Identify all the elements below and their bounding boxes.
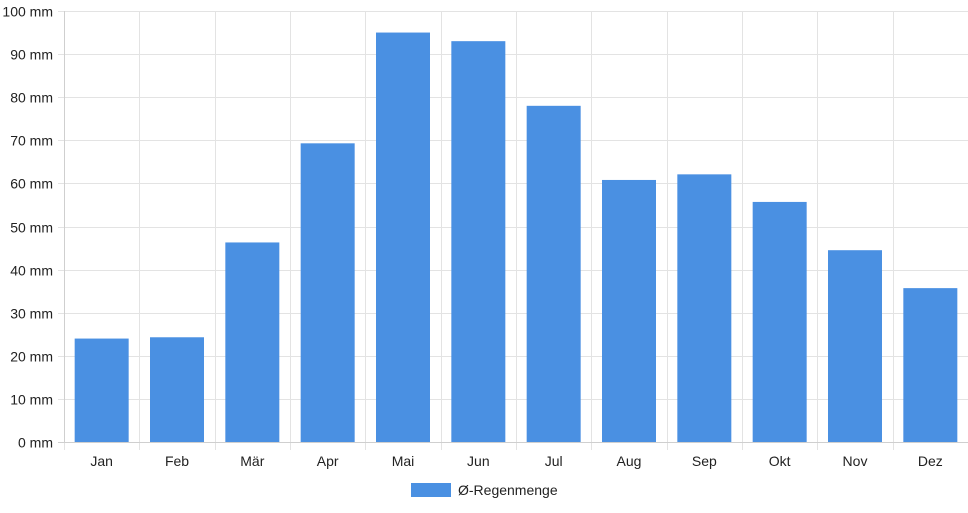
bar[interactable]: [526, 105, 581, 442]
y-tick-label: 100 mm: [2, 4, 53, 20]
x-axis-tick-labels: Jan Feb Mär Apr Mai Jun Jul Aug Sep Okt Nov Dez: [90, 453, 942, 469]
legend[interactable]: Ø-Regenmenge: [411, 482, 558, 498]
y-tick-label: 80 mm: [10, 90, 53, 106]
bar[interactable]: [903, 288, 958, 442]
legend-label[interactable]: Ø-Regenmenge: [458, 482, 558, 498]
y-tick-label: 90 mm: [10, 47, 53, 63]
bar[interactable]: [752, 201, 807, 442]
x-tick-label: Apr: [317, 453, 339, 469]
y-tick-label: 70 mm: [10, 133, 53, 149]
x-tick-label: Jun: [467, 453, 490, 469]
axes: [58, 11, 968, 443]
bar[interactable]: [74, 338, 129, 442]
bar[interactable]: [225, 242, 280, 442]
y-tick-label: 30 mm: [10, 306, 53, 322]
x-tick-label: Jul: [545, 453, 563, 469]
x-tick-label: Mai: [392, 453, 415, 469]
y-tick-label: 40 mm: [10, 263, 53, 279]
x-tick-label: Okt: [769, 453, 791, 469]
x-tick-label: Nov: [843, 453, 868, 469]
y-tick-label: 0 mm: [18, 435, 53, 451]
bar[interactable]: [376, 32, 430, 443]
legend-swatch[interactable]: [411, 483, 451, 497]
y-tick-label: 50 mm: [10, 220, 53, 236]
bar[interactable]: [828, 250, 882, 442]
y-tick-label: 20 mm: [10, 349, 53, 365]
bar[interactable]: [677, 174, 732, 442]
bar[interactable]: [150, 337, 204, 442]
bar[interactable]: [300, 143, 355, 442]
x-tick-label: Dez: [918, 453, 943, 469]
y-tick-label: 10 mm: [10, 392, 53, 408]
bar[interactable]: [602, 179, 656, 442]
y-axis-tick-labels: 0 mm 10 mm 20 mm 30 mm 40 mm 50 mm 60 mm 70 mm 8…: [2, 4, 53, 451]
y-tick-label: 60 mm: [10, 176, 53, 192]
x-tick-label: Mär: [240, 453, 264, 469]
bars: [74, 32, 958, 443]
x-tick-label: Sep: [692, 453, 717, 469]
x-tick-label: Feb: [165, 453, 189, 469]
x-tick-label: Aug: [617, 453, 642, 469]
x-tick-label: Jan: [90, 453, 113, 469]
bar[interactable]: [451, 41, 506, 443]
